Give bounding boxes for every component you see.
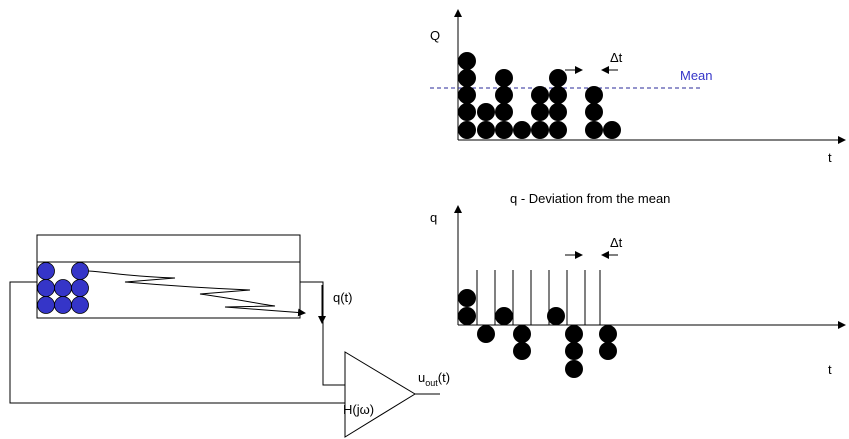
- delta-label: Δt: [610, 50, 623, 65]
- y-label: q: [430, 210, 437, 225]
- dots: [458, 289, 617, 378]
- bottom-chart: q - Deviation from the mean q t Δt: [430, 191, 846, 378]
- x-label: t: [828, 362, 832, 377]
- signal-label: q(t): [333, 290, 353, 305]
- schematic: q(t) H(jω) uout(t): [9, 234, 450, 438]
- top-chart: Q t Mean Δt: [430, 9, 846, 165]
- x-label: t: [828, 150, 832, 165]
- block-label: H(jω): [343, 402, 374, 417]
- delta-label: Δt: [610, 235, 623, 250]
- y-label: Q: [430, 28, 440, 43]
- output-label: uout(t): [418, 370, 450, 388]
- dots: [458, 52, 621, 139]
- bin-lines: [476, 270, 601, 325]
- particles: [37, 262, 89, 314]
- mean-label: Mean: [680, 68, 713, 83]
- chart-title: q - Deviation from the mean: [510, 191, 670, 206]
